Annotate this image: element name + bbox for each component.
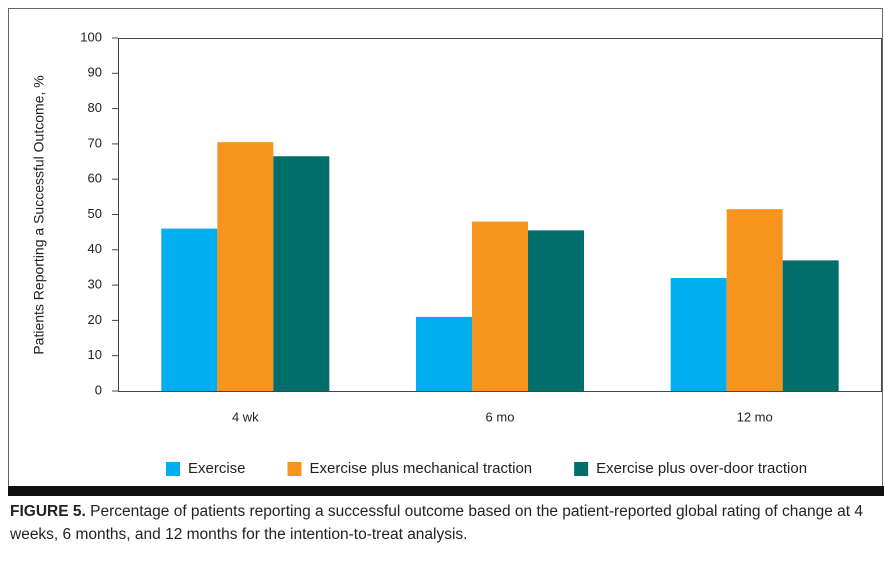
y-tick-label: 90 [88, 65, 102, 80]
x-tick-label: 6 mo [486, 409, 515, 424]
rule [8, 486, 884, 496]
bar [273, 156, 330, 391]
bar [670, 278, 727, 391]
y-tick-label: 40 [88, 241, 102, 256]
caption-label: FIGURE 5. [10, 503, 86, 520]
y-axis-label: Patients Reporting a Successful Outcome,… [31, 75, 47, 354]
y-tick-label: 20 [88, 312, 102, 327]
bar [416, 316, 472, 391]
bar [472, 221, 528, 391]
caption-text: Percentage of patients reporting a succe… [10, 503, 864, 543]
plot-box [118, 38, 882, 392]
y-tick-label: 100 [80, 29, 102, 44]
y-tick-label: 80 [88, 100, 102, 115]
legend-swatch [574, 462, 589, 476]
x-tick-label: 12 mo [737, 409, 773, 424]
y-tick-label: 70 [88, 135, 102, 150]
legend-swatch [166, 462, 180, 476]
bar [217, 142, 274, 391]
x-tick-label: 4 wk [232, 409, 259, 424]
y-tick-label: 10 [88, 347, 102, 362]
legend-swatch [287, 462, 302, 476]
bar [782, 260, 839, 391]
chart: Patients Reporting a Successful Outcome,… [8, 8, 884, 496]
y-tick-label: 50 [88, 206, 102, 221]
bar [161, 228, 218, 391]
y-tick-label: 0 [95, 382, 102, 397]
caption: FIGURE 5. Percentage of patients reporti… [10, 500, 870, 546]
y-tick-label: 60 [88, 171, 102, 186]
bar [726, 209, 783, 391]
legend-label: Exercise plus over-door traction [596, 460, 807, 477]
bar [528, 230, 584, 391]
legend-label: Exercise plus mechanical traction [310, 460, 533, 477]
legend-label: Exercise [188, 460, 246, 477]
y-tick-label: 30 [88, 277, 102, 292]
